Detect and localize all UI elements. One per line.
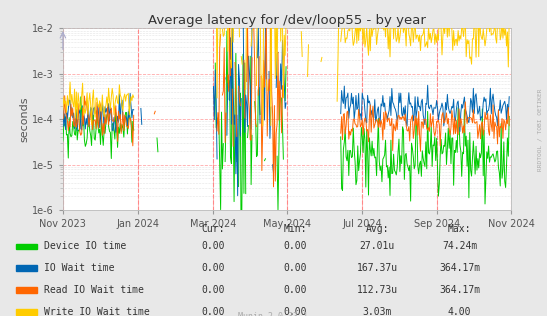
Text: Munin 2.0.33-1: Munin 2.0.33-1	[238, 312, 309, 316]
Bar	[16, 287, 37, 293]
Text: RRDTOOL / TOBI OETIKER: RRDTOOL / TOBI OETIKER	[538, 88, 543, 171]
Text: IO Wait time: IO Wait time	[44, 263, 114, 273]
Text: Avg:: Avg:	[366, 224, 389, 234]
Text: 167.37u: 167.37u	[357, 263, 398, 273]
Text: 0.00: 0.00	[284, 307, 307, 316]
Text: Cur:: Cur:	[202, 224, 225, 234]
Text: 0.00: 0.00	[284, 285, 307, 295]
Text: 3.03m: 3.03m	[363, 307, 392, 316]
Text: 0.00: 0.00	[202, 263, 225, 273]
Text: 0.00: 0.00	[202, 241, 225, 251]
Bar	[16, 309, 37, 315]
Text: 112.73u: 112.73u	[357, 285, 398, 295]
Text: 0.00: 0.00	[202, 285, 225, 295]
Y-axis label: seconds: seconds	[19, 97, 29, 142]
Bar	[16, 244, 37, 249]
Text: 27.01u: 27.01u	[360, 241, 395, 251]
Text: 364.17m: 364.17m	[439, 263, 480, 273]
Text: 4.00: 4.00	[448, 307, 471, 316]
Text: Min:: Min:	[284, 224, 307, 234]
Text: 0.00: 0.00	[284, 263, 307, 273]
Bar	[16, 265, 37, 271]
Text: Max:: Max:	[448, 224, 471, 234]
Text: 0.00: 0.00	[284, 241, 307, 251]
Text: Write IO Wait time: Write IO Wait time	[44, 307, 149, 316]
Text: 0.00: 0.00	[202, 307, 225, 316]
Text: 74.24m: 74.24m	[442, 241, 477, 251]
Title: Average latency for /dev/loop55 - by year: Average latency for /dev/loop55 - by yea…	[148, 14, 426, 27]
Text: 364.17m: 364.17m	[439, 285, 480, 295]
Text: Read IO Wait time: Read IO Wait time	[44, 285, 144, 295]
Text: Device IO time: Device IO time	[44, 241, 126, 251]
